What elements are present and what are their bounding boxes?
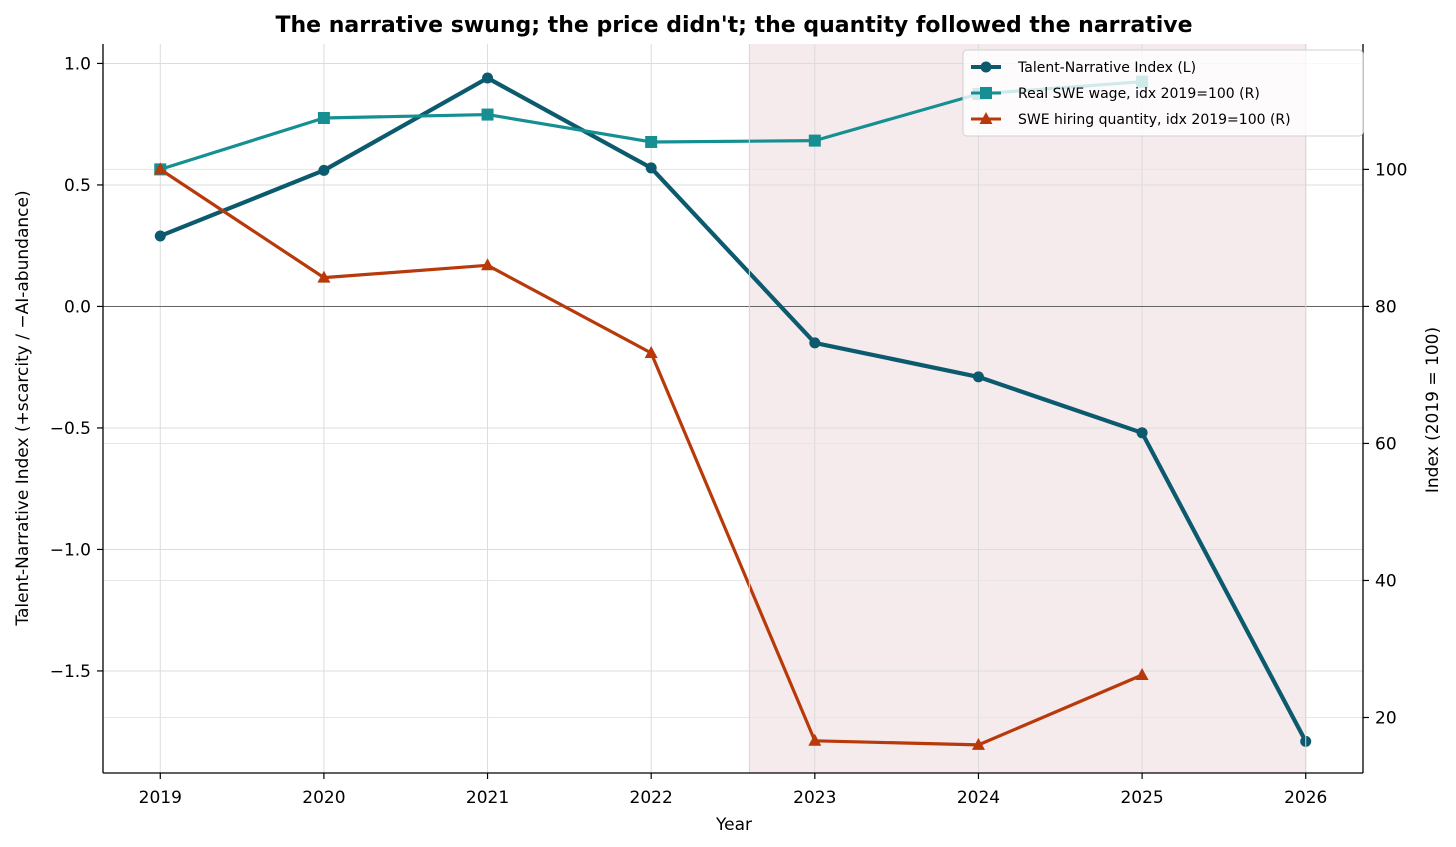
axes: 2019 2020 2021 2022 2023 2024 2025 2026 1.0 0.5 0… <box>50 44 1407 808</box>
data-point <box>808 733 822 746</box>
legend: Talent-Narrative Index (L) Real SWE wage,… <box>962 49 1364 137</box>
x-tick-label: 2026 <box>1284 788 1327 808</box>
right-y-tick-label: 20 <box>1375 709 1397 729</box>
x-tick-label: 2024 <box>957 788 1000 808</box>
x-axis-ticks: 2019 2020 2021 2022 2023 2024 2025 2026 <box>139 773 1327 808</box>
legend-swatch-marker <box>979 112 993 124</box>
x-tick-label: 2025 <box>1120 788 1163 808</box>
left-y-tick-label: 0.5 <box>64 176 91 196</box>
legend-label: SWE hiring quantity, idx 2019=100 (R) <box>1018 112 1291 128</box>
data-point <box>481 108 494 121</box>
data-point <box>482 72 494 84</box>
right-y-tick-label: 40 <box>1375 571 1397 591</box>
left-y-tick-label: 0.0 <box>64 297 91 317</box>
data-point <box>318 164 330 176</box>
left-y-tick-label: 1.0 <box>64 54 91 74</box>
legend-box <box>962 49 1364 137</box>
data-point <box>154 230 166 242</box>
data-point <box>153 162 167 175</box>
x-tick-label: 2023 <box>793 788 836 808</box>
data-point <box>644 346 658 359</box>
left-y-tick-label: −1.0 <box>50 540 91 560</box>
left-y-tick-label: −0.5 <box>50 419 91 439</box>
x-tick-label: 2022 <box>630 788 673 808</box>
data-point <box>1135 668 1149 681</box>
legend-label: Talent-Narrative Index (L) <box>1017 60 1196 76</box>
data-point <box>808 134 821 147</box>
data-point <box>645 162 657 174</box>
x-tick-label: 2021 <box>466 788 509 808</box>
legend-label: Real SWE wage, idx 2019=100 (R) <box>1018 86 1260 102</box>
right-y-axis-ticks: 100 80 60 40 20 <box>1363 160 1407 729</box>
x-tick-label: 2019 <box>139 788 182 808</box>
left-y-tick-label: −1.5 <box>50 662 91 682</box>
data-point <box>317 270 331 283</box>
legend-item: Real SWE wage, idx 2019=100 (R) <box>971 86 1260 102</box>
right-y-tick-label: 60 <box>1375 434 1397 454</box>
plot-area <box>103 44 1363 773</box>
series-layer <box>153 72 1312 750</box>
x-axis-label: Year <box>715 815 752 835</box>
data-point <box>317 111 330 124</box>
data-point <box>1136 427 1148 439</box>
x-tick-label: 2020 <box>302 788 345 808</box>
data-point <box>645 135 658 148</box>
series-3 <box>153 162 1149 750</box>
legend-item: Talent-Narrative Index (L) <box>971 60 1196 76</box>
right-y-tick-label: 80 <box>1375 297 1397 317</box>
series-1 <box>154 72 1312 747</box>
data-point <box>971 737 985 750</box>
legend-item: SWE hiring quantity, idx 2019=100 (R) <box>971 112 1291 128</box>
right-y-tick-label: 100 <box>1375 160 1407 180</box>
chart-title: The narrative swung; the price didn't; t… <box>275 13 1192 38</box>
shaded-period-region <box>749 44 1306 773</box>
right-y-axis-label: Index (2019 = 100) <box>1423 327 1443 493</box>
series-line <box>158 75 1308 744</box>
data-point <box>972 371 984 383</box>
left-y-axis-ticks: 1.0 0.5 0.0 −0.5 −1.0 −1.5 <box>50 54 103 682</box>
legend-swatch-marker <box>980 61 992 73</box>
left-y-axis-label: Talent-Narrative Index (+scarcity / −AI-… <box>13 190 33 626</box>
legend-swatch-marker <box>980 87 992 99</box>
data-point <box>481 258 495 271</box>
data-point <box>809 337 821 349</box>
